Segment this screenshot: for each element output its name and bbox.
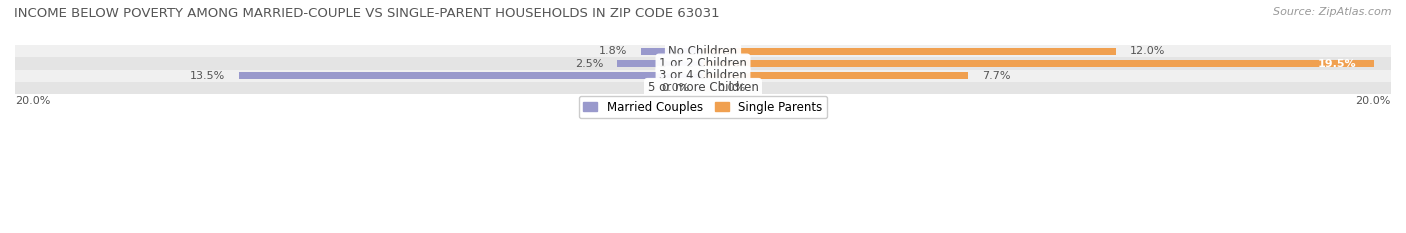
Bar xyxy=(703,60,1374,67)
Text: 20.0%: 20.0% xyxy=(1355,96,1391,106)
Text: 3 or 4 Children: 3 or 4 Children xyxy=(659,69,747,82)
Text: 0.0%: 0.0% xyxy=(661,83,689,93)
Text: 13.5%: 13.5% xyxy=(190,71,225,81)
Bar xyxy=(15,70,1391,82)
Text: INCOME BELOW POVERTY AMONG MARRIED-COUPLE VS SINGLE-PARENT HOUSEHOLDS IN ZIP COD: INCOME BELOW POVERTY AMONG MARRIED-COUPL… xyxy=(14,7,720,20)
Bar xyxy=(15,58,1391,70)
Bar xyxy=(15,82,1391,94)
Text: No Children: No Children xyxy=(668,45,738,58)
Text: 19.5%: 19.5% xyxy=(1317,58,1357,69)
Bar xyxy=(703,48,1116,55)
Bar xyxy=(703,72,967,79)
Bar xyxy=(239,72,703,79)
Text: 2.5%: 2.5% xyxy=(575,58,603,69)
Text: 7.7%: 7.7% xyxy=(981,71,1010,81)
Bar xyxy=(693,84,703,92)
Bar xyxy=(15,45,1391,58)
Text: 12.0%: 12.0% xyxy=(1129,46,1166,56)
Text: 1 or 2 Children: 1 or 2 Children xyxy=(659,57,747,70)
Legend: Married Couples, Single Parents: Married Couples, Single Parents xyxy=(579,96,827,118)
Text: 0.0%: 0.0% xyxy=(717,83,745,93)
Text: 1.8%: 1.8% xyxy=(599,46,627,56)
Bar xyxy=(703,84,713,92)
Text: Source: ZipAtlas.com: Source: ZipAtlas.com xyxy=(1274,7,1392,17)
Text: 5 or more Children: 5 or more Children xyxy=(648,82,758,94)
Text: 20.0%: 20.0% xyxy=(15,96,51,106)
Bar xyxy=(617,60,703,67)
Bar xyxy=(641,48,703,55)
